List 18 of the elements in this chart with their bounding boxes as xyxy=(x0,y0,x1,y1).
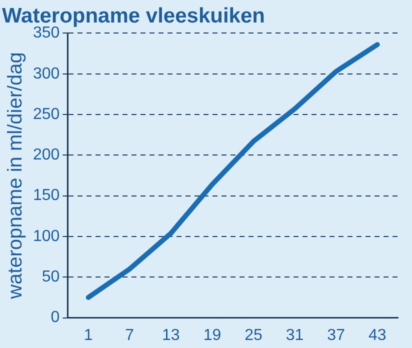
chart-title: Wateropname vleeskuiken xyxy=(2,4,265,28)
x-tick-label: 19 xyxy=(203,326,222,344)
y-tick-label: 150 xyxy=(32,187,60,204)
x-tick-label: 31 xyxy=(286,326,304,344)
x-tick-label: 7 xyxy=(125,326,134,344)
x-tick-label: 43 xyxy=(368,326,386,344)
x-tick-label: 13 xyxy=(162,326,180,344)
y-tick-label: 250 xyxy=(32,106,60,123)
x-tick-label: 25 xyxy=(244,326,262,344)
x-tick-label: 1 xyxy=(84,326,93,344)
y-tick-label: 50 xyxy=(42,268,60,286)
y-tick-label: 350 xyxy=(32,24,60,42)
y-axis-title: wateropname in ml/dier/dag xyxy=(4,52,27,300)
y-tick-label: 200 xyxy=(32,146,60,164)
x-tick-label: 37 xyxy=(327,326,346,344)
y-tick-label: 300 xyxy=(32,65,60,82)
y-tick-label: 100 xyxy=(32,228,60,245)
y-tick-label: 0 xyxy=(50,309,60,326)
